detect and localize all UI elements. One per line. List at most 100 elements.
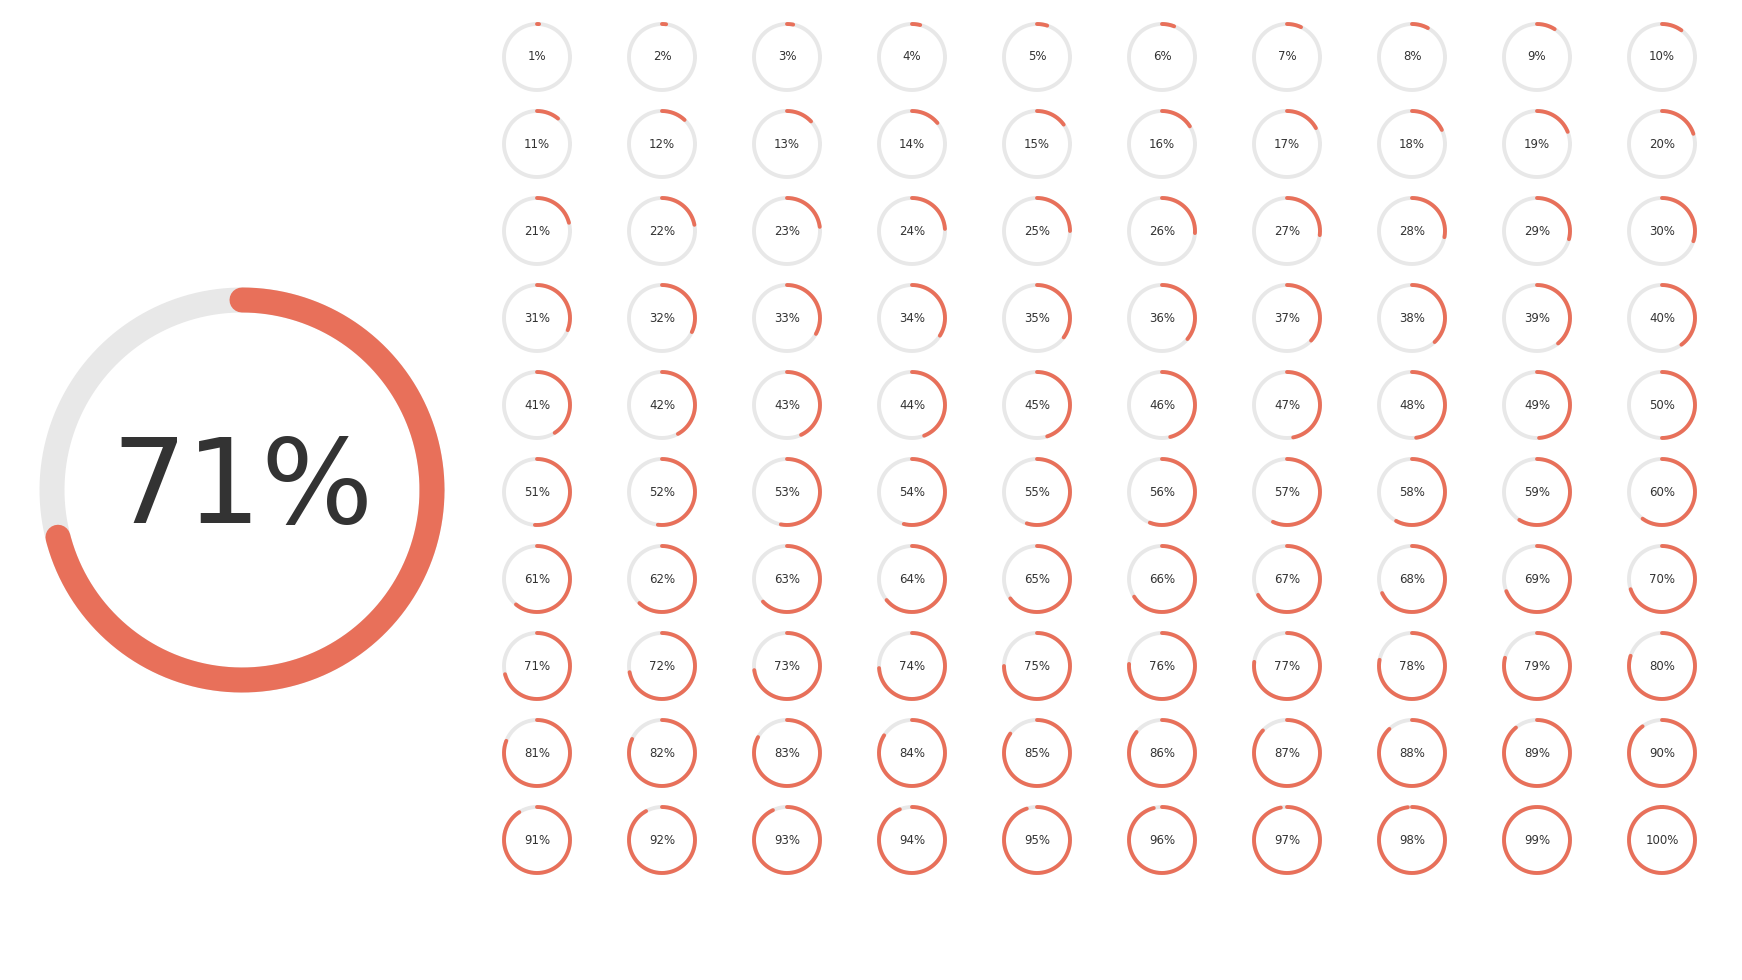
Text: 21%: 21% [524, 224, 550, 237]
Text: 86%: 86% [1150, 747, 1176, 760]
Text: 48%: 48% [1399, 399, 1425, 412]
Text: 10%: 10% [1650, 51, 1676, 64]
Text: 39%: 39% [1524, 312, 1550, 324]
Text: 49%: 49% [1524, 399, 1550, 412]
Text: 74%: 74% [899, 660, 925, 672]
Text: 23%: 23% [773, 224, 800, 237]
Text: 27%: 27% [1273, 224, 1300, 237]
Text: 40%: 40% [1650, 312, 1676, 324]
Text: 73%: 73% [773, 660, 800, 672]
Text: 83%: 83% [773, 747, 800, 760]
Text: 6%: 6% [1153, 51, 1171, 64]
Text: 7%: 7% [1277, 51, 1296, 64]
Text: 81%: 81% [524, 747, 550, 760]
Text: 14%: 14% [899, 137, 925, 151]
Text: 97%: 97% [1273, 834, 1300, 847]
Text: 68%: 68% [1399, 572, 1425, 585]
Text: 42%: 42% [650, 399, 676, 412]
Text: 16%: 16% [1150, 137, 1176, 151]
Text: 58%: 58% [1399, 485, 1425, 499]
Text: 53%: 53% [773, 485, 800, 499]
Text: 34%: 34% [899, 312, 925, 324]
Text: 69%: 69% [1524, 572, 1550, 585]
Text: 36%: 36% [1150, 312, 1176, 324]
Text: 98%: 98% [1399, 834, 1425, 847]
Text: 67%: 67% [1273, 572, 1300, 585]
Text: 60%: 60% [1650, 485, 1676, 499]
Text: 89%: 89% [1524, 747, 1550, 760]
Text: 64%: 64% [899, 572, 925, 585]
Text: 61%: 61% [524, 572, 550, 585]
Text: 85%: 85% [1024, 747, 1050, 760]
Text: 26%: 26% [1150, 224, 1176, 237]
Text: 1%: 1% [528, 51, 547, 64]
Text: 54%: 54% [899, 485, 925, 499]
Text: 57%: 57% [1273, 485, 1300, 499]
Text: 70%: 70% [1650, 572, 1676, 585]
Text: 99%: 99% [1524, 834, 1550, 847]
Text: 19%: 19% [1524, 137, 1550, 151]
Text: 88%: 88% [1399, 747, 1425, 760]
Text: 56%: 56% [1150, 485, 1176, 499]
Text: 3%: 3% [777, 51, 796, 64]
Text: 59%: 59% [1524, 485, 1550, 499]
Text: 15%: 15% [1024, 137, 1050, 151]
Text: 65%: 65% [1024, 572, 1050, 585]
Text: 78%: 78% [1399, 660, 1425, 672]
Text: 2%: 2% [653, 51, 671, 64]
Text: 93%: 93% [773, 834, 800, 847]
Text: 87%: 87% [1273, 747, 1300, 760]
Text: 5%: 5% [1028, 51, 1047, 64]
Text: 94%: 94% [899, 834, 925, 847]
Text: 22%: 22% [650, 224, 676, 237]
Text: 45%: 45% [1024, 399, 1050, 412]
Text: 38%: 38% [1399, 312, 1425, 324]
Text: 8%: 8% [1402, 51, 1421, 64]
Text: 100%: 100% [1644, 834, 1679, 847]
Text: 80%: 80% [1650, 660, 1676, 672]
Text: 43%: 43% [773, 399, 800, 412]
Text: 71%: 71% [111, 432, 373, 548]
Text: 41%: 41% [524, 399, 550, 412]
Text: 91%: 91% [524, 834, 550, 847]
Text: 84%: 84% [899, 747, 925, 760]
Text: 4%: 4% [902, 51, 922, 64]
Text: 90%: 90% [1650, 747, 1676, 760]
Text: 35%: 35% [1024, 312, 1050, 324]
Text: 9%: 9% [1528, 51, 1547, 64]
Text: 55%: 55% [1024, 485, 1050, 499]
Text: 50%: 50% [1650, 399, 1676, 412]
Text: 37%: 37% [1273, 312, 1300, 324]
Text: 63%: 63% [773, 572, 800, 585]
Text: 46%: 46% [1150, 399, 1176, 412]
Text: 17%: 17% [1273, 137, 1300, 151]
Text: 62%: 62% [650, 572, 676, 585]
Text: 51%: 51% [524, 485, 550, 499]
Text: 52%: 52% [650, 485, 674, 499]
Text: 31%: 31% [524, 312, 550, 324]
Text: 24%: 24% [899, 224, 925, 237]
Text: 44%: 44% [899, 399, 925, 412]
Text: 75%: 75% [1024, 660, 1050, 672]
Text: 25%: 25% [1024, 224, 1050, 237]
Text: 66%: 66% [1150, 572, 1176, 585]
Text: 79%: 79% [1524, 660, 1550, 672]
Text: 29%: 29% [1524, 224, 1550, 237]
Text: 77%: 77% [1273, 660, 1300, 672]
Text: 72%: 72% [650, 660, 676, 672]
Text: 47%: 47% [1273, 399, 1300, 412]
Text: 12%: 12% [650, 137, 676, 151]
Text: 76%: 76% [1150, 660, 1176, 672]
Text: 32%: 32% [650, 312, 674, 324]
Text: 71%: 71% [524, 660, 550, 672]
Text: 82%: 82% [650, 747, 674, 760]
Text: 11%: 11% [524, 137, 550, 151]
Text: 92%: 92% [650, 834, 676, 847]
Text: 95%: 95% [1024, 834, 1050, 847]
Text: 28%: 28% [1399, 224, 1425, 237]
Text: 30%: 30% [1650, 224, 1676, 237]
Text: 33%: 33% [773, 312, 800, 324]
Text: 96%: 96% [1150, 834, 1176, 847]
Text: 20%: 20% [1650, 137, 1676, 151]
Text: 18%: 18% [1399, 137, 1425, 151]
